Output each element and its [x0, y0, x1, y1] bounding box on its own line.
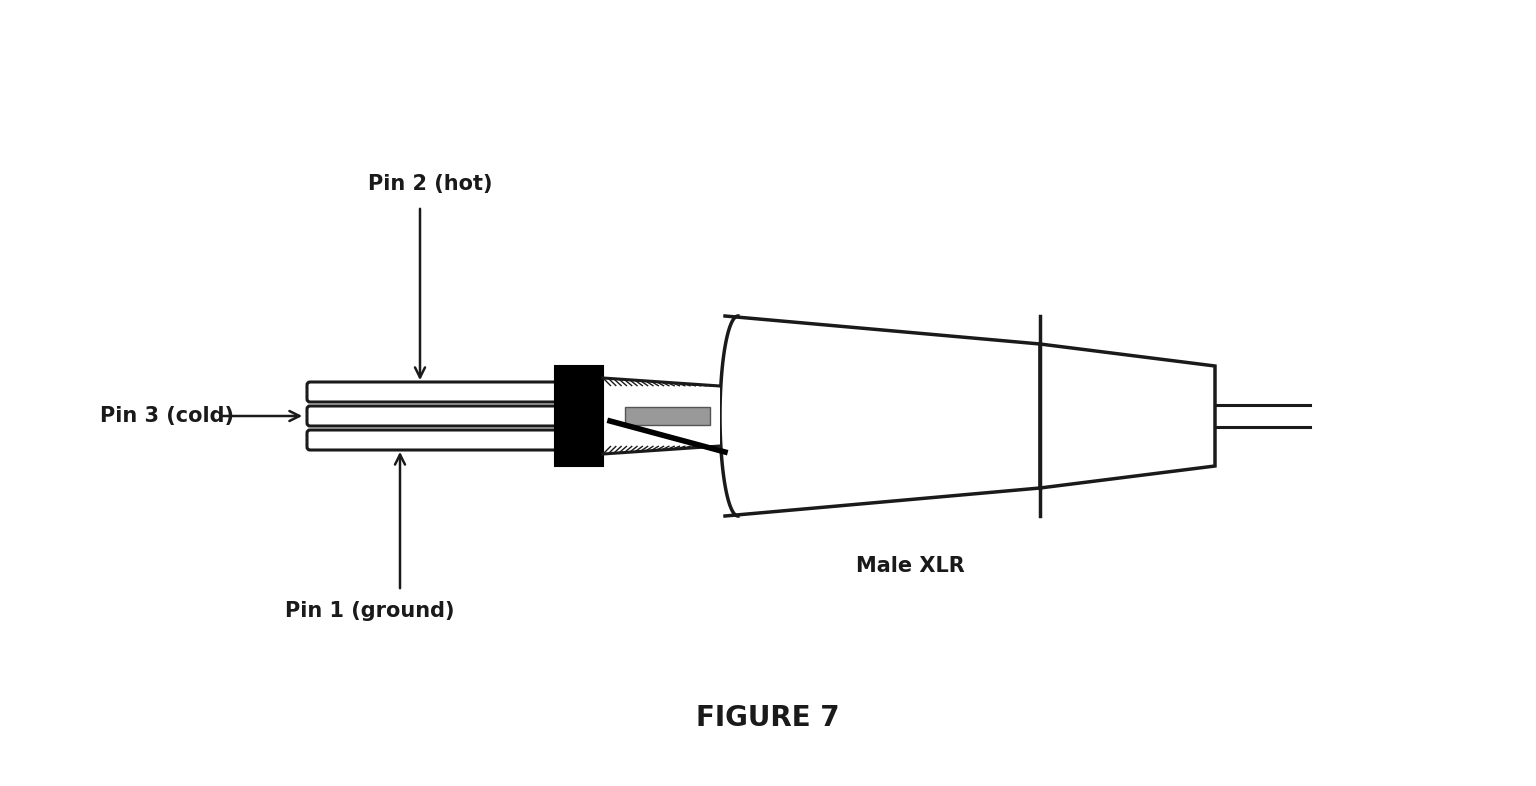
Bar — [554, 366, 604, 466]
Polygon shape — [1040, 344, 1215, 488]
Text: Pin 2 (hot): Pin 2 (hot) — [367, 174, 492, 194]
FancyBboxPatch shape — [307, 430, 564, 450]
FancyBboxPatch shape — [307, 406, 564, 426]
Text: Male XLR: Male XLR — [856, 556, 965, 576]
Text: FIGURE 7: FIGURE 7 — [696, 704, 840, 732]
Polygon shape — [720, 316, 1040, 516]
Text: Pin 3 (cold): Pin 3 (cold) — [100, 406, 233, 426]
Bar — [625, 407, 710, 425]
Polygon shape — [604, 378, 720, 454]
Text: Pin 1 (ground): Pin 1 (ground) — [286, 601, 455, 621]
FancyBboxPatch shape — [307, 382, 564, 402]
